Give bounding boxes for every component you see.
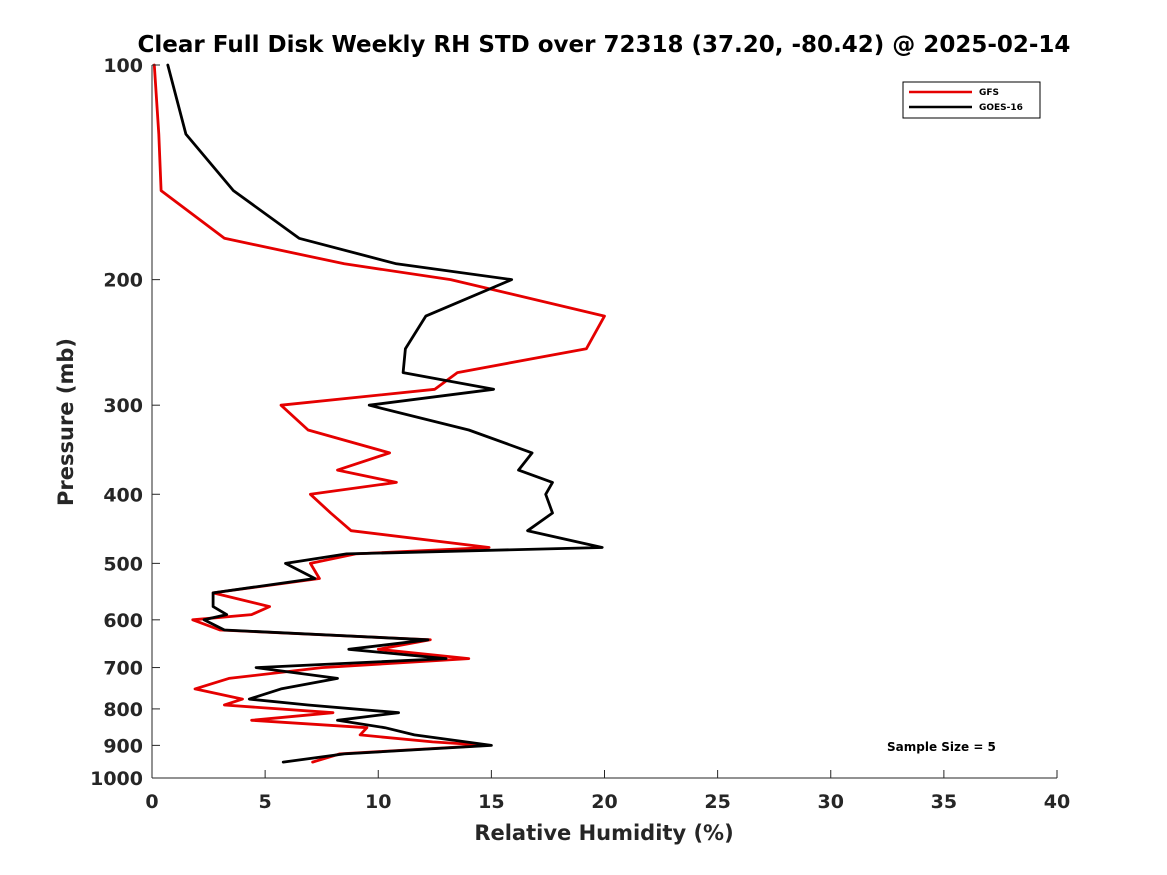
x-ticks: 0 5 10 15 20 25 30 35 40 <box>145 770 1070 813</box>
x-tick-label: 20 <box>591 791 617 813</box>
y-tick-label: 500 <box>103 553 143 575</box>
sample-size-annotation: Sample Size = 5 <box>887 740 996 754</box>
y-ticks: 100 200 300 400 500 600 700 800 900 1000 <box>90 55 160 790</box>
y-tick-label: 300 <box>103 395 143 417</box>
x-tick-label: 0 <box>145 791 158 813</box>
x-tick-label: 40 <box>1044 791 1070 813</box>
y-tick-label: 900 <box>103 735 143 757</box>
x-axis-label: Relative Humidity (%) <box>474 821 733 845</box>
series-line-gfs <box>152 63 606 764</box>
y-tick-label: 600 <box>103 610 143 632</box>
legend: GFS GOES-16 <box>902 81 1041 119</box>
y-tick-label: 200 <box>103 270 143 292</box>
y-tick-label: 100 <box>103 55 143 77</box>
legend-box <box>902 81 1041 119</box>
x-tick-label: 35 <box>931 791 957 813</box>
y-tick-label: 700 <box>103 658 143 680</box>
x-tick-label: 15 <box>478 791 504 813</box>
y-tick-label: 800 <box>103 699 143 721</box>
x-tick-label: 25 <box>704 791 730 813</box>
legend-label-gfs: GFS <box>979 88 999 98</box>
x-tick-label: 30 <box>818 791 844 813</box>
series-layer <box>152 63 606 764</box>
legend-label-goes16: GOES-16 <box>979 103 1023 113</box>
x-tick-label: 10 <box>365 791 391 813</box>
y-axis-label: Pressure (mb) <box>54 338 78 506</box>
y-tick-label: 1000 <box>90 768 143 790</box>
x-tick-label: 5 <box>259 791 272 813</box>
y-tick-label: 400 <box>103 484 143 506</box>
series-line-goes-16 <box>166 63 604 764</box>
chart-title: Clear Full Disk Weekly RH STD over 72318… <box>138 32 1071 58</box>
